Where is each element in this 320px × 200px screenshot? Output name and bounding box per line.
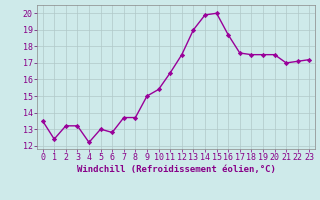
X-axis label: Windchill (Refroidissement éolien,°C): Windchill (Refroidissement éolien,°C) xyxy=(76,165,276,174)
